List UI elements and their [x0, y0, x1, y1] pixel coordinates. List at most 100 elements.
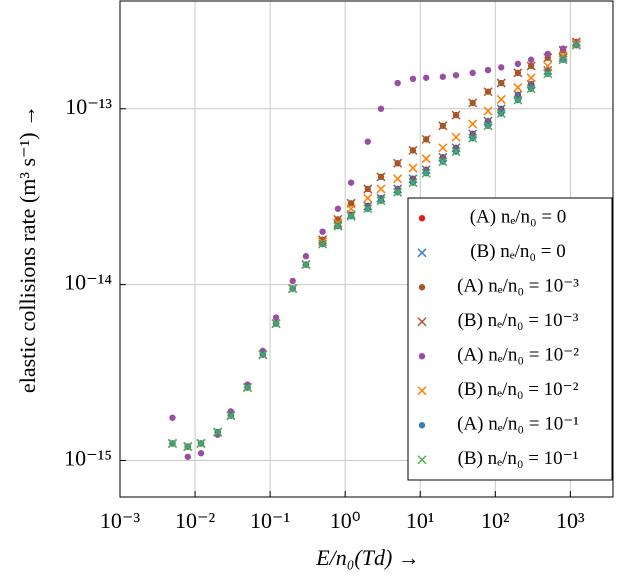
data-point — [376, 184, 386, 194]
data-point — [496, 78, 506, 88]
data-point — [468, 98, 478, 108]
data-point — [483, 87, 493, 97]
legend-label: (A) nₑ/n₀ = 10⁻³ — [457, 276, 579, 297]
legend-marker — [417, 317, 427, 327]
data-point — [169, 414, 176, 421]
data-point — [439, 73, 447, 80]
data-point — [526, 73, 536, 83]
data-point — [197, 450, 205, 457]
data-point — [527, 56, 535, 63]
data-point — [526, 84, 536, 94]
data-point — [393, 187, 403, 197]
data-point — [333, 214, 343, 224]
data-point — [483, 121, 493, 131]
legend-label: (B) nₑ/n₀ = 10⁻¹ — [458, 448, 579, 469]
legend-marker — [418, 353, 426, 360]
data-point — [513, 95, 523, 105]
data-point — [183, 442, 193, 452]
data-point — [484, 66, 492, 74]
legend-label: (A) nₑ/n₀ = 10⁻² — [457, 345, 579, 366]
data-point — [184, 453, 191, 460]
data-point — [514, 60, 522, 68]
data-point — [483, 106, 493, 116]
data-point — [498, 64, 505, 71]
data-point — [347, 179, 355, 186]
data-point — [333, 221, 343, 231]
x-axis-label: E/n₀(Td) → — [315, 545, 420, 570]
data-point — [409, 75, 417, 83]
data-point — [543, 69, 553, 79]
data-point — [271, 319, 281, 329]
plot-frame — [119, 0, 614, 498]
data-point — [451, 147, 461, 157]
data-point — [408, 178, 418, 188]
data-point — [288, 284, 298, 294]
data-point — [258, 350, 268, 360]
data-point — [421, 154, 431, 164]
legend-marker — [418, 284, 426, 291]
data-point — [408, 145, 418, 155]
data-point — [513, 68, 523, 78]
data-point — [376, 172, 386, 182]
data-point — [364, 138, 371, 145]
data-point — [394, 79, 401, 87]
data-point — [301, 260, 311, 270]
data-point — [393, 174, 403, 184]
data-point — [451, 110, 461, 120]
data-point — [363, 204, 373, 214]
legend-marker — [417, 248, 427, 258]
y-tick-label: 10⁻¹³ — [65, 94, 112, 119]
data-point — [526, 61, 536, 71]
data-point — [422, 74, 430, 81]
x-tick-label: 10² — [481, 508, 510, 533]
x-tick-label: 10³ — [556, 508, 585, 533]
data-point — [544, 50, 551, 58]
x-tick-label: 10¹ — [406, 508, 435, 533]
data-point — [421, 168, 431, 178]
data-point — [421, 134, 431, 144]
data-point — [196, 438, 206, 448]
data-point — [226, 411, 236, 421]
data-point — [213, 427, 223, 437]
data-point — [438, 157, 448, 167]
x-tick-label: 10⁰ — [330, 508, 361, 533]
legend-label: (B) nₑ/n₀ = 0 — [470, 241, 566, 262]
data-point — [272, 314, 280, 321]
data-point — [451, 132, 461, 142]
data-point — [302, 253, 310, 260]
y-tick-label: 10⁻¹⁵ — [64, 446, 112, 471]
data-point — [377, 105, 385, 112]
data-point — [318, 239, 328, 249]
legend-label: (B) nₑ/n₀ = 10⁻² — [458, 379, 579, 400]
data-point — [363, 193, 373, 203]
data-point — [543, 61, 553, 71]
legend-marker — [418, 422, 426, 429]
y-tick-label: 10⁻¹⁴ — [64, 270, 112, 295]
x-tick-label: 10⁻² — [175, 508, 216, 533]
legend-marker — [417, 386, 427, 396]
legend-marker — [418, 215, 426, 222]
data-point — [558, 55, 568, 65]
data-point — [376, 196, 386, 206]
data-point — [468, 133, 478, 143]
data-point — [319, 228, 326, 235]
data-point — [559, 45, 567, 52]
data-point — [438, 121, 448, 131]
legend-marker — [417, 455, 427, 465]
legend-label: (A) nₑ/n₀ = 0 — [470, 207, 567, 228]
data-point — [468, 119, 478, 129]
data-point — [242, 382, 253, 393]
data-point — [452, 72, 460, 79]
data-point — [346, 204, 356, 214]
data-point — [408, 163, 418, 173]
data-point — [167, 438, 177, 448]
series — [167, 40, 581, 452]
data-point — [496, 94, 506, 104]
data-point — [469, 69, 476, 77]
data-point — [363, 184, 373, 194]
data-point — [346, 211, 356, 221]
data-point — [438, 143, 448, 153]
legend-box — [407, 197, 613, 481]
data-point — [334, 205, 342, 212]
